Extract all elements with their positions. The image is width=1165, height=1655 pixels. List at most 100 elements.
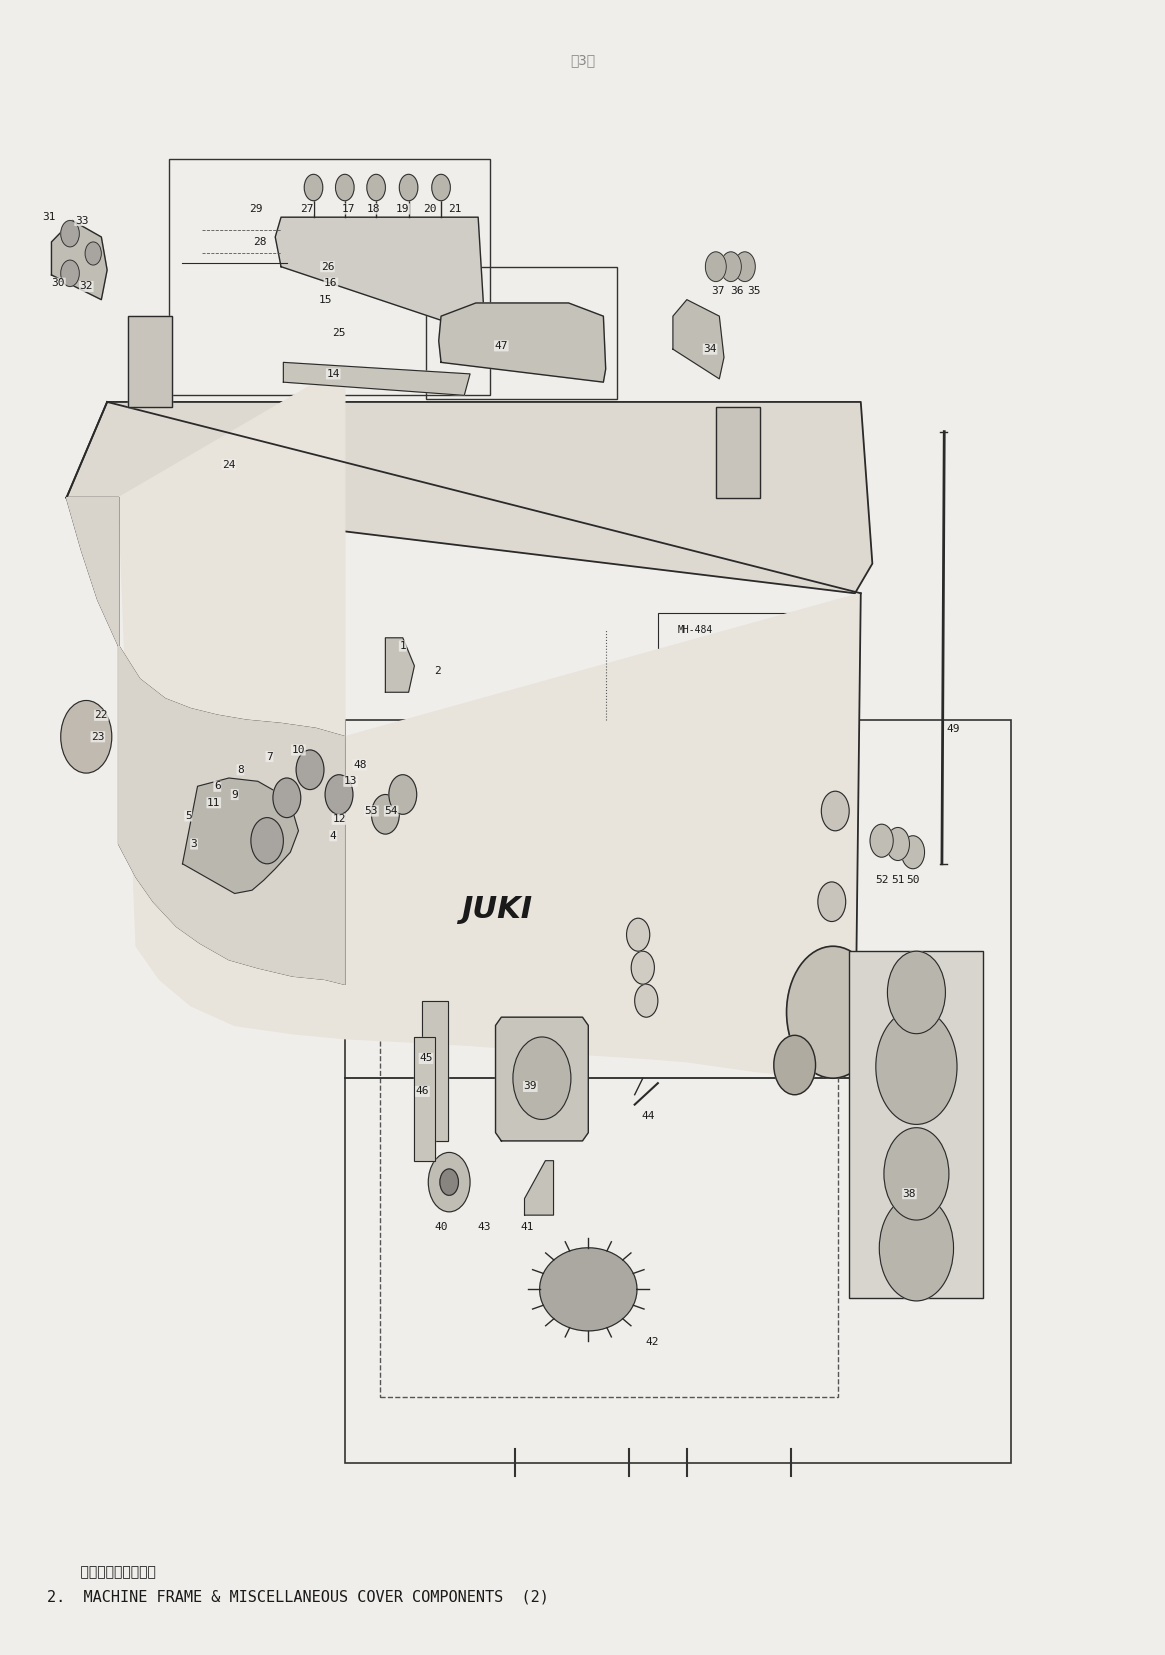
- Text: 44: 44: [642, 1111, 656, 1120]
- Text: MH-484: MH-484: [678, 626, 713, 636]
- Text: 45: 45: [419, 1054, 432, 1064]
- Text: 51: 51: [891, 875, 904, 885]
- Text: 23: 23: [91, 732, 105, 741]
- Polygon shape: [275, 217, 483, 333]
- Text: 2.  MACHINE FRAME & MISCELLANEOUS COVER COMPONENTS  (2): 2. MACHINE FRAME & MISCELLANEOUS COVER C…: [47, 1589, 549, 1605]
- Text: 20: 20: [423, 204, 436, 213]
- Text: 34: 34: [704, 344, 716, 354]
- Text: 26: 26: [320, 261, 334, 271]
- Text: －3－: －3－: [570, 53, 595, 68]
- Text: 14: 14: [326, 369, 340, 379]
- Circle shape: [372, 794, 400, 834]
- Text: 50: 50: [906, 875, 919, 885]
- Text: JUKI: JUKI: [461, 895, 532, 923]
- Circle shape: [61, 220, 79, 247]
- Polygon shape: [119, 366, 861, 1077]
- Text: 28: 28: [254, 237, 267, 247]
- Circle shape: [774, 1036, 816, 1094]
- Text: 19: 19: [396, 204, 410, 213]
- Circle shape: [888, 952, 946, 1034]
- Polygon shape: [495, 1018, 588, 1140]
- Text: 27: 27: [299, 204, 313, 213]
- Text: 49: 49: [947, 723, 960, 733]
- Bar: [423, 1001, 449, 1140]
- Polygon shape: [66, 498, 345, 985]
- Text: 22: 22: [94, 710, 108, 720]
- Text: 25: 25: [332, 328, 346, 338]
- Text: 2: 2: [435, 665, 440, 675]
- Text: 52: 52: [875, 875, 889, 885]
- Circle shape: [304, 174, 323, 200]
- Text: 15: 15: [318, 295, 332, 305]
- Text: 13: 13: [344, 776, 358, 786]
- Polygon shape: [183, 778, 298, 894]
- Bar: [415, 1038, 436, 1160]
- Text: 39: 39: [523, 1081, 537, 1091]
- Bar: [169, 159, 489, 396]
- Text: 17: 17: [341, 204, 355, 213]
- Circle shape: [273, 778, 301, 818]
- Circle shape: [821, 791, 849, 831]
- Bar: [128, 316, 172, 407]
- Polygon shape: [386, 637, 415, 692]
- Text: 53: 53: [365, 806, 379, 816]
- Text: 35: 35: [748, 286, 761, 296]
- Bar: [380, 894, 838, 1397]
- Circle shape: [870, 824, 894, 857]
- Circle shape: [887, 828, 910, 861]
- Bar: [345, 720, 1011, 1463]
- Text: 42: 42: [645, 1337, 659, 1347]
- Text: 33: 33: [75, 215, 89, 225]
- Text: 24: 24: [223, 460, 235, 470]
- Bar: [849, 952, 982, 1298]
- Circle shape: [429, 1152, 469, 1211]
- Bar: [415, 1038, 436, 1160]
- Polygon shape: [66, 402, 873, 592]
- Circle shape: [85, 242, 101, 265]
- Circle shape: [902, 836, 925, 869]
- Text: 54: 54: [384, 806, 398, 816]
- Circle shape: [325, 775, 353, 814]
- Bar: [715, 407, 760, 498]
- Circle shape: [705, 252, 726, 281]
- Text: 47: 47: [495, 341, 508, 351]
- Text: 5: 5: [185, 811, 192, 821]
- Text: 48: 48: [353, 760, 367, 770]
- Circle shape: [513, 1038, 571, 1119]
- Circle shape: [635, 985, 658, 1018]
- Circle shape: [631, 952, 655, 985]
- Circle shape: [818, 882, 846, 922]
- Polygon shape: [51, 220, 107, 300]
- Circle shape: [389, 775, 417, 814]
- Circle shape: [367, 174, 386, 200]
- Polygon shape: [524, 1160, 553, 1215]
- Circle shape: [296, 750, 324, 789]
- Bar: [426, 266, 617, 399]
- Text: 43: 43: [478, 1221, 490, 1231]
- Text: 46: 46: [416, 1086, 429, 1096]
- Bar: [128, 316, 172, 407]
- Text: 32: 32: [79, 281, 93, 291]
- Text: 40: 40: [435, 1221, 447, 1231]
- Text: 38: 38: [903, 1188, 916, 1198]
- Circle shape: [432, 174, 451, 200]
- Circle shape: [400, 174, 418, 200]
- Polygon shape: [539, 1248, 637, 1331]
- Text: 4: 4: [330, 831, 337, 841]
- Text: 21: 21: [449, 204, 461, 213]
- Text: 11: 11: [207, 798, 220, 808]
- Text: 9: 9: [232, 789, 238, 799]
- Polygon shape: [283, 362, 469, 396]
- Text: 41: 41: [520, 1221, 534, 1231]
- Circle shape: [876, 1010, 956, 1124]
- Text: 30: 30: [51, 278, 65, 288]
- Text: 6: 6: [214, 781, 220, 791]
- Text: 3: 3: [191, 839, 197, 849]
- Circle shape: [61, 700, 112, 773]
- Bar: [658, 612, 797, 649]
- Text: 31: 31: [42, 212, 56, 222]
- Circle shape: [250, 818, 283, 864]
- Text: 7: 7: [266, 751, 273, 761]
- Text: 37: 37: [712, 286, 725, 296]
- Circle shape: [786, 947, 880, 1077]
